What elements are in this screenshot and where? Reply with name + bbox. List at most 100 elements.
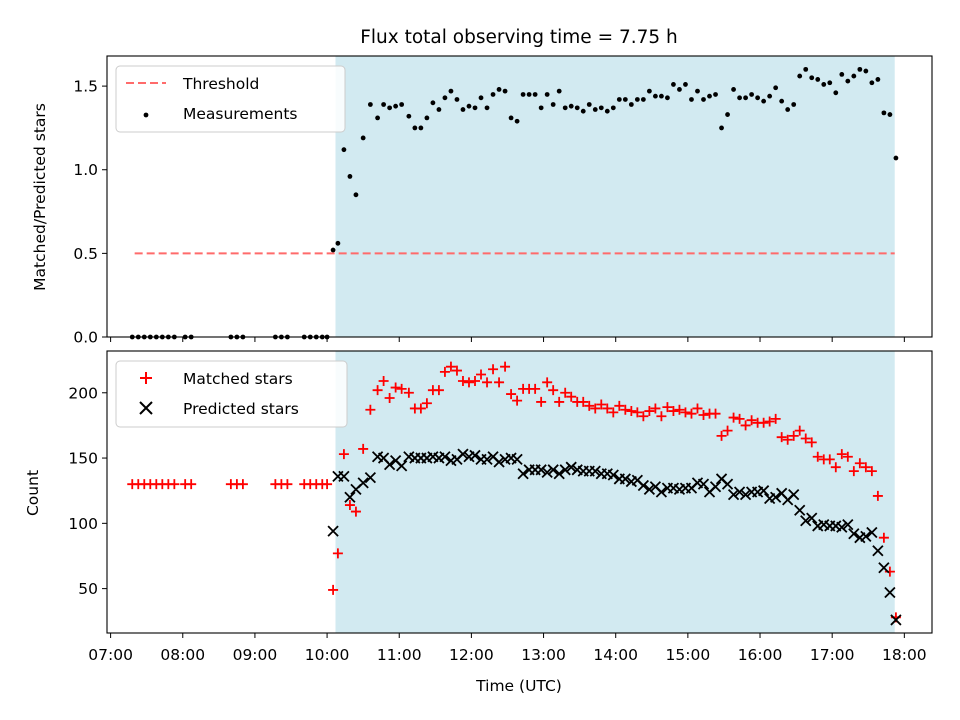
measurement-point [330,247,336,253]
measurement-point [827,80,833,86]
legend-measurement-swatch [143,112,149,118]
matched-point [415,403,426,414]
predicted-point [739,488,752,501]
measurement-point [418,125,424,131]
predicted-point [794,504,806,516]
measurement-point [779,98,785,104]
predicted-point [327,525,339,537]
legend-label: Matched stars [183,370,293,388]
predicted-point [493,456,505,468]
matched-point [830,462,841,473]
matched-point [764,416,775,427]
matched-point [433,385,444,396]
measurement-point [466,103,472,109]
measurement-point [743,95,748,101]
matched-point [632,407,643,418]
bottom-series-predicted-stars [327,448,902,626]
legend-matched-swatch [140,372,152,384]
predicted-point [357,477,369,489]
measurement-point [671,82,676,87]
measurement-point [532,92,538,97]
matched-point [584,400,595,411]
matched-point [482,377,493,388]
measurement-point [634,97,640,102]
measurement-point [375,115,380,121]
matched-point [548,385,559,396]
bottom-y-tick-label: 100 [68,515,98,533]
matched-point [698,409,709,420]
matched-point [470,376,481,387]
measurement-point [616,97,622,102]
bottom-y-axis-label: Count [24,470,42,516]
measurement-point [586,102,592,107]
legend-label: Threshold [182,75,259,93]
matched-point [836,449,847,460]
predicted-point [655,486,668,498]
matched-point [674,404,685,415]
measurement-point [448,88,454,94]
predicted-point [770,491,782,503]
predicted-point [836,521,848,533]
matched-point [788,430,799,441]
matched-point [384,393,395,403]
bottom-y-tick-label: 150 [68,450,98,468]
top-y-tick-label: 1.0 [73,161,98,179]
legend-predicted-swatch [139,401,153,415]
measurement-point [550,102,556,107]
measurement-point [592,107,598,112]
bottom-series-matched-stars [127,361,901,623]
predicted-point [535,464,547,476]
measurement-point [526,92,532,97]
legend-label: Measurements [183,105,298,123]
measurement-point [803,66,809,72]
measurement-point [387,105,393,111]
matched-point [332,548,343,559]
matched-point [512,395,523,406]
matched-point [824,454,835,465]
matched-point [734,413,745,424]
matched-point [560,387,571,398]
measurement-point [478,95,484,101]
measurement-point [502,88,508,94]
predicted-point [517,468,529,480]
predicted-point [733,486,746,498]
measurement-point [424,115,430,121]
matched-point [758,417,769,428]
predicted-point [806,512,818,524]
predicted-point [727,488,740,501]
predicted-point [439,451,451,463]
matched-point [237,479,248,490]
matched-point [536,396,547,407]
measurement-point [399,102,405,107]
x-tick-label: 09:00 [233,646,278,664]
measurement-point [604,108,610,114]
matched-point [644,406,655,417]
measurement-point [490,92,496,97]
matched-point [186,479,197,490]
predicted-point [469,449,481,462]
matched-point [740,420,751,431]
matched-point [365,404,376,415]
x-tick-label: 07:00 [88,646,133,664]
measurement-point [809,75,815,81]
matched-point [728,412,739,423]
measurement-point [677,87,682,92]
measurement-point [737,95,742,101]
predicted-point [697,478,710,490]
matched-point [872,490,883,501]
predicted-point [457,448,469,460]
matched-point [746,415,757,426]
measurement-point [640,97,646,102]
measurement-point [797,73,803,79]
matched-point [282,479,293,490]
matched-point [378,376,389,387]
predicted-point [884,586,896,599]
matched-point [716,430,727,441]
measurement-point [845,78,851,84]
predicted-point [637,479,650,492]
matched-point [403,387,414,398]
predicted-point [860,530,872,543]
measurement-point [713,92,718,97]
legend: Matched stars Predicted stars [115,360,348,428]
measurement-point [749,92,755,97]
